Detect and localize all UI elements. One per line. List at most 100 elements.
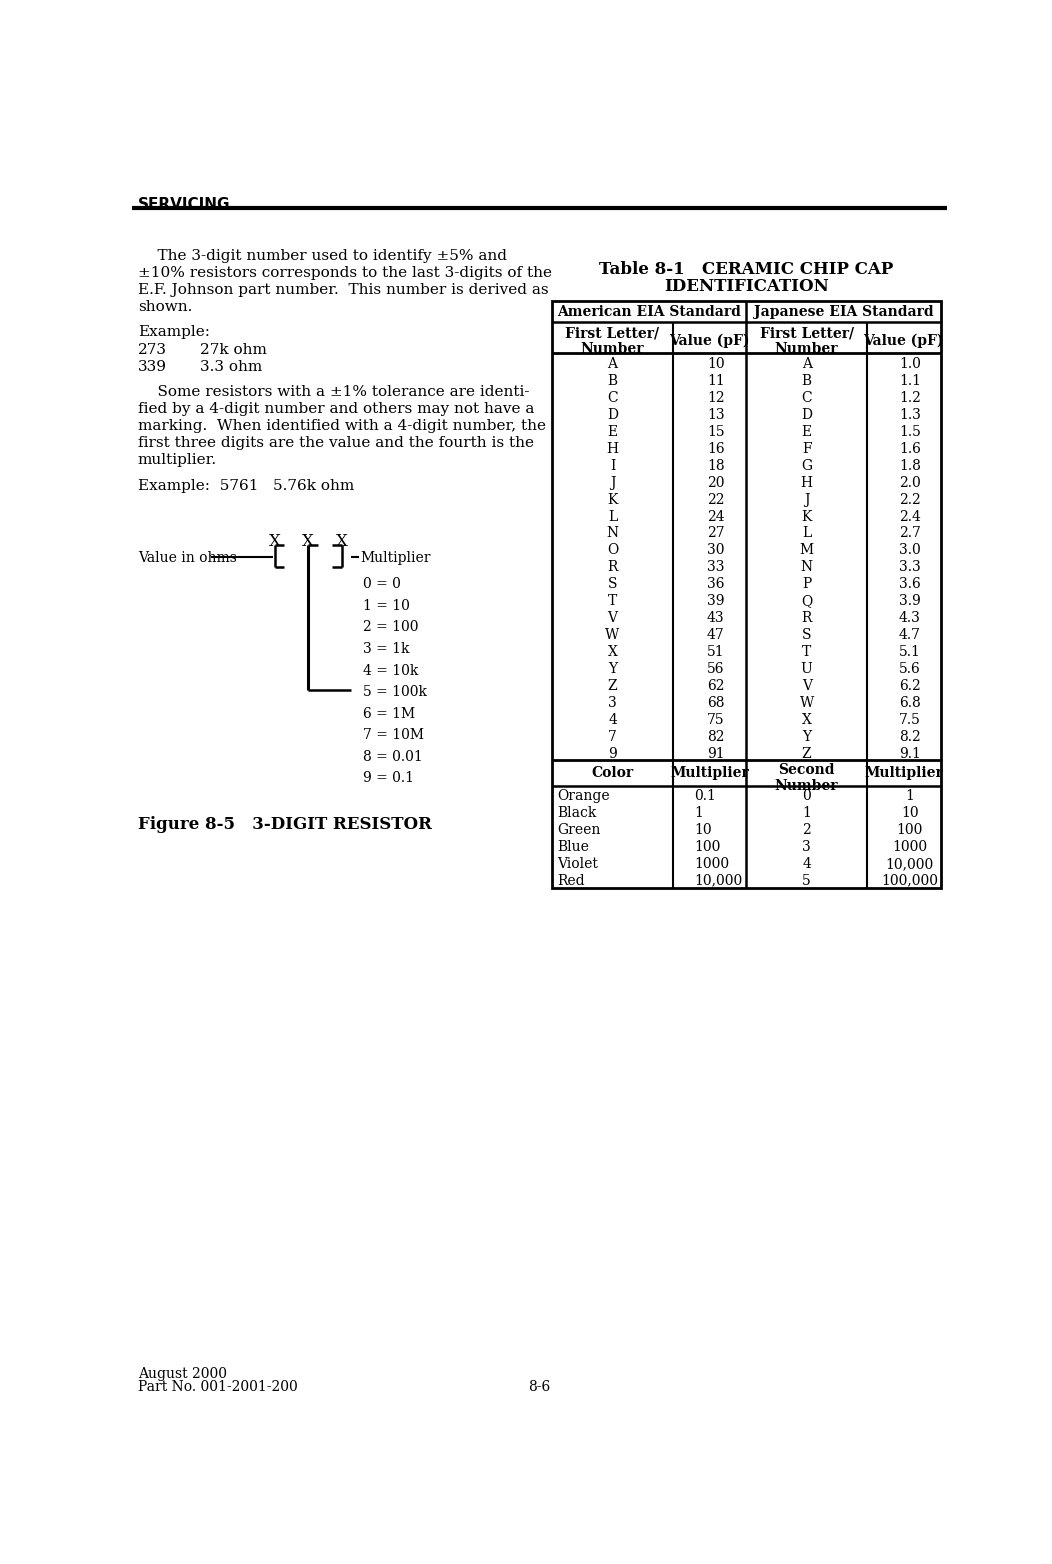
Text: X: X bbox=[802, 713, 811, 727]
Text: 2.7: 2.7 bbox=[899, 527, 920, 541]
Text: 8.2: 8.2 bbox=[899, 730, 920, 744]
Text: IDENTIFICATION: IDENTIFICATION bbox=[664, 278, 829, 294]
Text: A: A bbox=[802, 357, 812, 371]
Text: 4.7: 4.7 bbox=[898, 629, 920, 643]
Text: 5 = 100k: 5 = 100k bbox=[363, 685, 427, 699]
Text: Table 8-1   CERAMIC CHIP CAP: Table 8-1 CERAMIC CHIP CAP bbox=[600, 261, 893, 278]
Text: 1.8: 1.8 bbox=[899, 458, 920, 472]
Text: 30: 30 bbox=[707, 543, 725, 557]
Text: 62: 62 bbox=[707, 679, 725, 693]
Text: 9.1: 9.1 bbox=[899, 746, 920, 760]
Text: 27: 27 bbox=[707, 527, 725, 541]
Text: X: X bbox=[336, 533, 347, 549]
Text: 4: 4 bbox=[803, 857, 811, 871]
Text: American EIA Standard: American EIA Standard bbox=[558, 305, 742, 319]
Text: fied by a 4-digit number and others may not have a: fied by a 4-digit number and others may … bbox=[138, 402, 534, 416]
Text: 39: 39 bbox=[707, 594, 725, 608]
Text: 2.2: 2.2 bbox=[899, 493, 920, 507]
Text: W: W bbox=[605, 629, 620, 643]
Text: 43: 43 bbox=[707, 612, 725, 626]
Text: 2 = 100: 2 = 100 bbox=[363, 621, 419, 635]
Text: multiplier.: multiplier. bbox=[138, 452, 217, 466]
Text: 1000: 1000 bbox=[892, 840, 928, 854]
Text: 1.1: 1.1 bbox=[898, 374, 920, 388]
Text: Second
Number: Second Number bbox=[775, 763, 838, 793]
Text: The 3-digit number used to identify ±5% and: The 3-digit number used to identify ±5% … bbox=[138, 249, 507, 263]
Text: 4 = 10k: 4 = 10k bbox=[363, 663, 419, 677]
Text: 5.6: 5.6 bbox=[899, 662, 920, 676]
Text: N: N bbox=[801, 560, 813, 574]
Text: X: X bbox=[269, 533, 281, 549]
Text: 11: 11 bbox=[707, 374, 725, 388]
Text: 3.6: 3.6 bbox=[899, 577, 920, 591]
Text: 3.3: 3.3 bbox=[899, 560, 920, 574]
Text: T: T bbox=[802, 644, 811, 658]
Text: 22: 22 bbox=[707, 493, 725, 507]
Text: X: X bbox=[302, 533, 315, 549]
Text: 82: 82 bbox=[707, 730, 725, 744]
Text: S: S bbox=[608, 577, 618, 591]
Text: Black: Black bbox=[557, 805, 596, 820]
Text: 7 = 10M: 7 = 10M bbox=[363, 729, 424, 743]
Text: T: T bbox=[608, 594, 618, 608]
Text: SERVICING: SERVICING bbox=[138, 197, 230, 211]
Text: J: J bbox=[804, 493, 809, 507]
Text: 5.76k ohm: 5.76k ohm bbox=[274, 479, 355, 493]
Text: Violet: Violet bbox=[557, 857, 598, 871]
Text: 3: 3 bbox=[803, 840, 811, 854]
Text: shown.: shown. bbox=[138, 300, 193, 314]
Text: Red: Red bbox=[557, 874, 585, 888]
Text: 8-6: 8-6 bbox=[528, 1379, 550, 1394]
Text: 6 = 1M: 6 = 1M bbox=[363, 707, 416, 721]
Text: C: C bbox=[802, 391, 812, 405]
Text: 1.6: 1.6 bbox=[899, 441, 920, 455]
Text: 16: 16 bbox=[707, 441, 725, 455]
Text: Figure 8-5   3-DIGIT RESISTOR: Figure 8-5 3-DIGIT RESISTOR bbox=[138, 816, 431, 834]
Text: Part No. 001-2001-200: Part No. 001-2001-200 bbox=[138, 1379, 298, 1394]
Text: 3.9: 3.9 bbox=[899, 594, 920, 608]
Text: K: K bbox=[607, 493, 618, 507]
Text: 9 = 0.1: 9 = 0.1 bbox=[363, 771, 414, 785]
Text: Multiplier: Multiplier bbox=[865, 766, 943, 780]
Text: C: C bbox=[607, 391, 618, 405]
Text: 273: 273 bbox=[138, 343, 166, 357]
Text: 4.3: 4.3 bbox=[899, 612, 920, 626]
Text: V: V bbox=[802, 679, 812, 693]
Text: X: X bbox=[608, 644, 618, 658]
Text: I: I bbox=[610, 458, 615, 472]
Bar bbox=[552, 300, 940, 888]
Text: 1: 1 bbox=[803, 805, 811, 820]
Text: 75: 75 bbox=[707, 713, 725, 727]
Text: 10: 10 bbox=[694, 823, 712, 837]
Text: Q: Q bbox=[801, 594, 812, 608]
Text: 0.1: 0.1 bbox=[694, 790, 716, 802]
Text: Color: Color bbox=[591, 766, 633, 780]
Text: 1.2: 1.2 bbox=[899, 391, 920, 405]
Text: Orange: Orange bbox=[557, 790, 609, 802]
Text: 3 = 1k: 3 = 1k bbox=[363, 641, 409, 655]
Text: 33: 33 bbox=[707, 560, 725, 574]
Text: marking.  When identified with a 4-digit number, the: marking. When identified with a 4-digit … bbox=[138, 419, 546, 433]
Text: 100: 100 bbox=[896, 823, 923, 837]
Text: O: O bbox=[607, 543, 619, 557]
Text: W: W bbox=[800, 696, 814, 710]
Text: 8 = 0.01: 8 = 0.01 bbox=[363, 749, 423, 763]
Text: Y: Y bbox=[802, 730, 811, 744]
Text: 1: 1 bbox=[694, 805, 703, 820]
Text: 1.3: 1.3 bbox=[899, 408, 920, 422]
Text: 3: 3 bbox=[608, 696, 616, 710]
Text: D: D bbox=[802, 408, 812, 422]
Text: 2.0: 2.0 bbox=[899, 475, 920, 490]
Text: 6.8: 6.8 bbox=[899, 696, 920, 710]
Text: 1000: 1000 bbox=[694, 857, 729, 871]
Text: L: L bbox=[802, 527, 811, 541]
Text: 24: 24 bbox=[707, 510, 725, 524]
Text: 7.5: 7.5 bbox=[899, 713, 920, 727]
Text: R: R bbox=[607, 560, 618, 574]
Text: E.F. Johnson part number.  This number is derived as: E.F. Johnson part number. This number is… bbox=[138, 283, 548, 297]
Text: Multiplier: Multiplier bbox=[360, 551, 430, 565]
Text: August 2000: August 2000 bbox=[138, 1367, 226, 1381]
Text: 9: 9 bbox=[608, 746, 616, 760]
Text: R: R bbox=[802, 612, 812, 626]
Text: E: E bbox=[802, 425, 812, 439]
